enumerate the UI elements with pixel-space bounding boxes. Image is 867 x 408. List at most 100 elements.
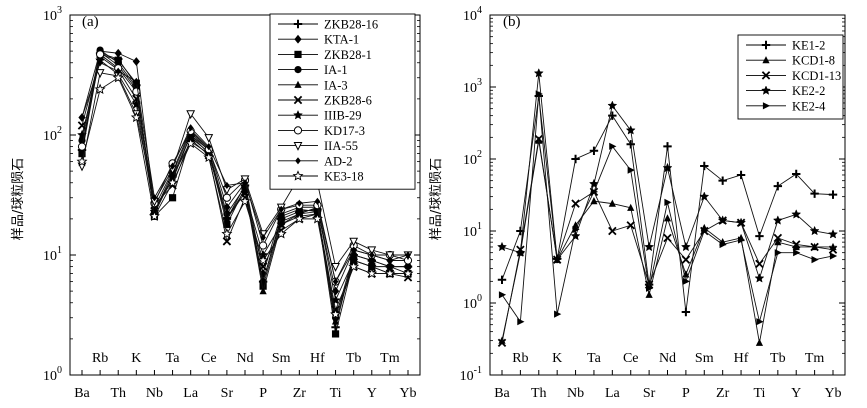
data-point-KE3-18-La xyxy=(185,137,197,149)
legend-marker-KTA-1 xyxy=(294,34,302,44)
data-point-KE3-18-Ce xyxy=(203,151,215,163)
data-point-KE3-18-Yb xyxy=(402,267,414,279)
x-tick-label-Nd: Nd xyxy=(659,351,676,366)
y-tick-label: 100 xyxy=(463,293,482,312)
x-tick-label-Ta: Ta xyxy=(587,351,602,366)
data-point-ZKB28-1-Ti xyxy=(331,330,340,338)
data-point-KE2-4-Sm xyxy=(701,227,709,235)
legend-label-IIA-55: IIA-55 xyxy=(324,139,358,153)
chart-panel-a: 100 101 102 103 Ba Rb Th K Nb Ta La Ce Sr Nd P Sm Zr Hf Ti… xyxy=(11,5,421,401)
x-tick-label-Rb: Rb xyxy=(92,351,108,366)
data-point-KCD1-13-Nb xyxy=(571,199,580,208)
y-tick-label: 102 xyxy=(43,125,62,144)
panel-label: (b) xyxy=(503,14,521,30)
data-point-KE3-18-K xyxy=(130,111,142,123)
data-point-KE2-2-Th xyxy=(533,68,544,78)
x-tick-label-Sr: Sr xyxy=(221,386,234,401)
legend-marker-KCD1-8 xyxy=(762,56,770,64)
legend-marker-IA-1 xyxy=(294,66,302,74)
x-tick-label-Zr: Zr xyxy=(716,386,730,401)
data-point-KE1-2-Hf xyxy=(736,170,746,180)
x-tick-label-Yb: Yb xyxy=(824,386,841,401)
x-tick-label-Zr: Zr xyxy=(293,386,307,401)
data-point-KCD1-8-La xyxy=(608,199,616,207)
data-point-IIIB-29-Sm xyxy=(276,219,287,229)
data-point-KE1-2-Sm xyxy=(700,161,709,171)
y-tick-label: 103 xyxy=(463,77,482,96)
x-tick-label-Tb: Tb xyxy=(770,351,786,366)
data-point-KD17-3-Ba xyxy=(77,142,87,151)
x-tick-label-P: P xyxy=(682,386,690,401)
data-point-IIA-55-Tb xyxy=(349,237,359,247)
data-point-KCD1-13-Th xyxy=(534,134,544,144)
legend-box xyxy=(269,13,416,190)
x-tick-label-La: La xyxy=(183,386,199,401)
x-tick-label-Y: Y xyxy=(367,386,377,401)
legend-box xyxy=(737,34,844,120)
data-point-KTA-1-Ti xyxy=(331,286,340,296)
legend-label-KTA-1: KTA-1 xyxy=(324,33,359,47)
data-point-KE1-2-Nd xyxy=(663,142,672,151)
y-tick-label: 104 xyxy=(463,5,482,24)
data-point-IIA-55-Ti xyxy=(331,263,340,272)
data-point-ZKB28-6-Sr xyxy=(222,237,232,246)
x-tick-label-Ti: Ti xyxy=(330,386,342,401)
data-point-KCD1-8-Ce xyxy=(627,203,635,211)
data-point-KD17-3-Rb xyxy=(96,50,105,59)
data-point-KE2-4-Nd xyxy=(664,198,672,206)
x-tick-label-Rb: Rb xyxy=(512,351,528,366)
data-point-AD-2-Th xyxy=(115,67,122,75)
data-point-ZKB28-6-Ba xyxy=(77,121,87,130)
legend-marker-KCD1-13 xyxy=(761,71,771,80)
data-point-AD-2-Rb xyxy=(97,59,103,67)
data-point-KE2-4-Rb xyxy=(517,318,525,326)
legend-marker-KE2-2 xyxy=(761,85,771,95)
x-tick-label-Th: Th xyxy=(531,386,547,401)
data-point-KCD1-8-Y xyxy=(792,242,800,251)
data-point-AD-2-Ba xyxy=(79,113,85,122)
data-point-KCD1-13-Yb xyxy=(828,245,838,254)
data-point-ZKB28-16-Ti xyxy=(331,323,340,332)
legend-marker-ZKB28-1 xyxy=(294,50,302,58)
data-point-KCD1-13-Y xyxy=(791,240,801,249)
data-point-KE2-4-Ce xyxy=(627,166,635,174)
x-tick-label-Th: Th xyxy=(110,386,126,401)
data-point-IIA-55-Y xyxy=(367,246,377,256)
data-point-KE2-4-Y xyxy=(793,249,801,257)
y-axis-label: 样品/球粒陨石 xyxy=(11,158,26,240)
y-tick-label: 101 xyxy=(463,221,482,240)
data-point-IIA-55-Tm xyxy=(385,251,395,261)
data-point-KE3-18-Nb xyxy=(148,210,160,222)
x-tick-label-Ce: Ce xyxy=(201,351,217,366)
data-point-KE3-18-Ta xyxy=(167,176,179,188)
data-point-KCD1-13-Ti xyxy=(755,259,764,269)
data-point-IIA-55-Ce xyxy=(204,134,214,143)
data-point-KD17-3-Sr xyxy=(222,193,231,202)
x-tick-label-Ti: Ti xyxy=(753,386,765,401)
legend-label-IIIB-29: IIIB-29 xyxy=(324,109,362,123)
data-point-AD-2-Tm xyxy=(387,256,393,265)
data-point-KE2-2-Hf xyxy=(736,217,747,228)
data-point-KE1-2-Ta xyxy=(589,146,599,155)
x-tick-label-P: P xyxy=(259,386,267,401)
data-point-KTA-1-Sr xyxy=(223,202,231,212)
data-point-KE3-18-Hf xyxy=(311,213,323,224)
y-tick-label: 103 xyxy=(43,5,62,24)
data-point-AD-2-Ti xyxy=(332,278,339,286)
legend-marker-AD-2 xyxy=(295,157,301,165)
x-tick-label-Hf: Hf xyxy=(734,351,749,366)
data-point-KE3-18-Sr xyxy=(221,228,233,239)
data-point-KCD1-8-Sr xyxy=(645,290,653,298)
data-point-AD-2-Yb xyxy=(405,251,411,259)
data-point-AD-2-P xyxy=(260,233,266,242)
legend-label-IA-1: IA-1 xyxy=(324,63,348,77)
x-tick-label-Sm: Sm xyxy=(272,351,291,366)
legend-label-ZKB28-6: ZKB28-6 xyxy=(324,94,372,108)
x-tick-label-Ce: Ce xyxy=(623,351,639,366)
data-point-KE2-2-Sr xyxy=(644,241,655,252)
data-point-KCD1-13-Ba xyxy=(497,338,507,348)
data-point-KD17-3-P xyxy=(259,241,268,250)
